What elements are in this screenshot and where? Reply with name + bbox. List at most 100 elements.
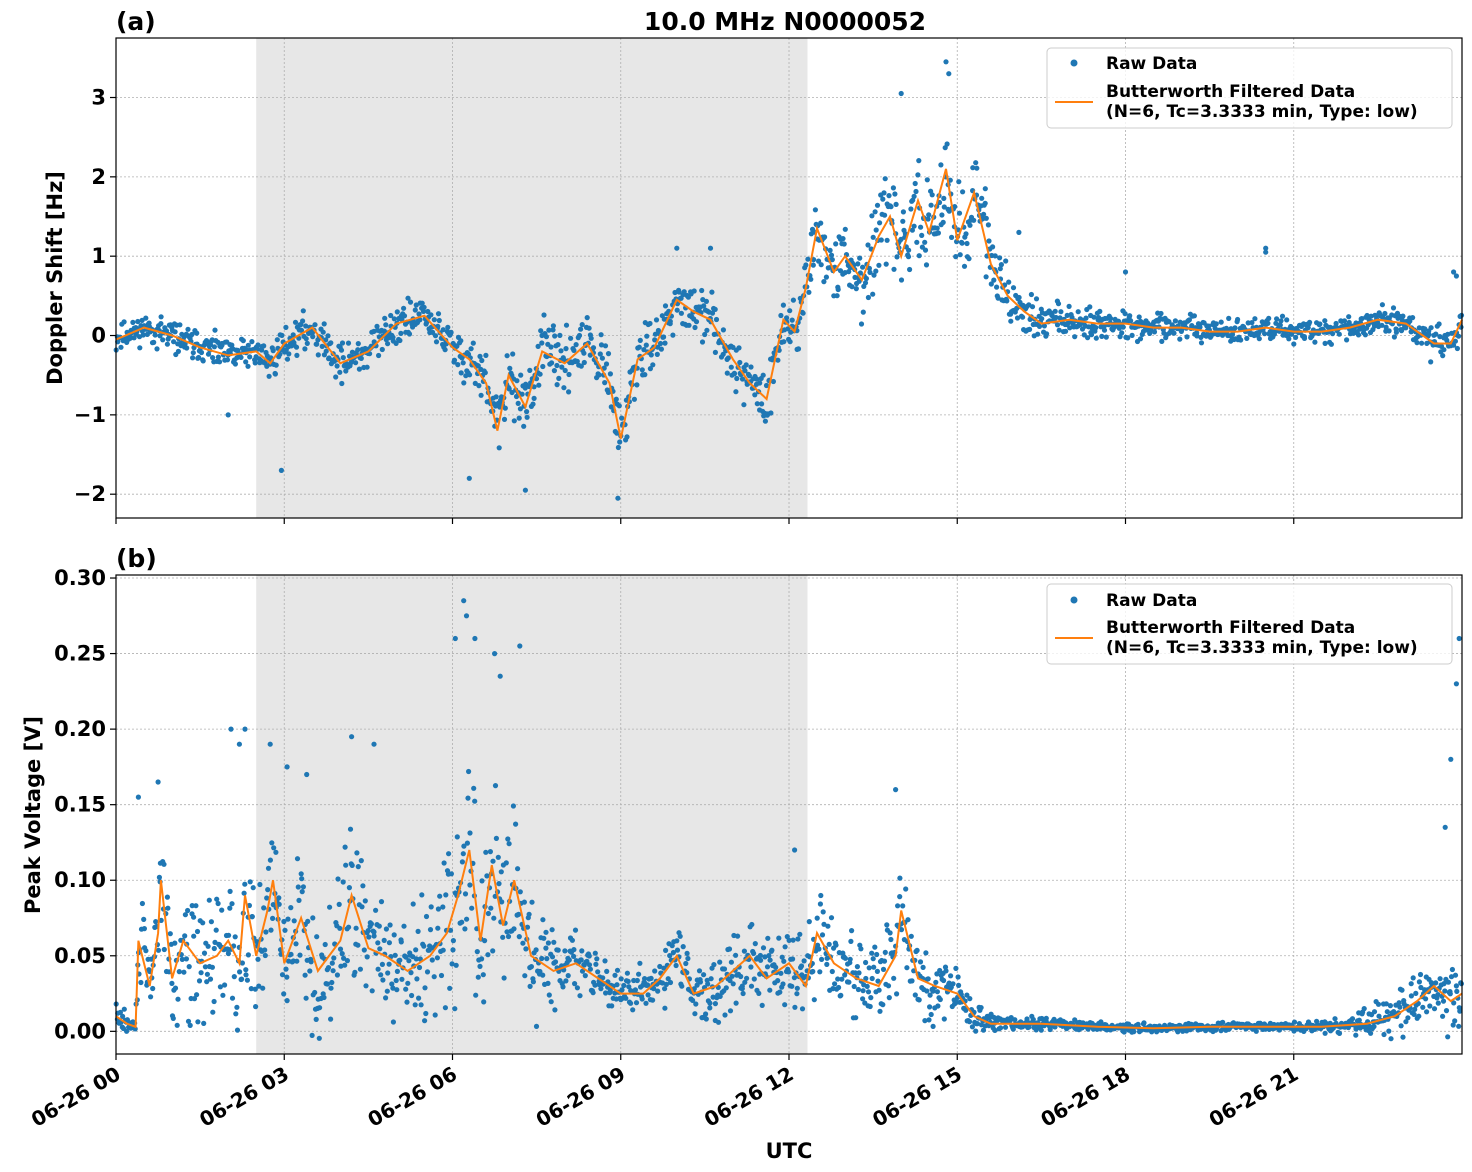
raw-point bbox=[754, 401, 760, 407]
raw-outlier-point bbox=[497, 673, 503, 679]
raw-point bbox=[224, 357, 231, 363]
raw-point bbox=[1413, 990, 1419, 997]
raw-point bbox=[930, 988, 936, 994]
raw-point bbox=[279, 332, 285, 338]
raw-point bbox=[615, 444, 622, 451]
raw-point bbox=[867, 269, 873, 275]
raw-point bbox=[283, 324, 289, 330]
panel-a-label: (a) bbox=[116, 7, 156, 36]
raw-outlier-point bbox=[1442, 824, 1448, 830]
raw-point bbox=[852, 970, 858, 976]
raw-point bbox=[200, 920, 206, 926]
raw-point bbox=[900, 903, 906, 909]
raw-point bbox=[245, 342, 251, 348]
raw-point bbox=[1197, 324, 1203, 330]
raw-point bbox=[379, 961, 385, 968]
raw-point bbox=[443, 892, 449, 898]
raw-point bbox=[517, 889, 523, 895]
raw-point bbox=[928, 1011, 934, 1018]
raw-point bbox=[256, 983, 262, 989]
raw-point bbox=[659, 980, 666, 986]
raw-point bbox=[661, 965, 667, 971]
raw-point bbox=[624, 434, 630, 440]
raw-point bbox=[586, 953, 592, 959]
raw-point bbox=[1052, 308, 1058, 314]
raw-point bbox=[314, 341, 320, 347]
raw-point bbox=[353, 925, 359, 931]
raw-point bbox=[800, 310, 806, 316]
raw-outlier-point bbox=[452, 635, 458, 642]
raw-point bbox=[417, 956, 423, 962]
x-tick-label: 06-26 00 bbox=[27, 1062, 125, 1132]
raw-point bbox=[198, 970, 204, 976]
raw-point bbox=[475, 974, 481, 980]
raw-point bbox=[260, 985, 266, 991]
raw-point bbox=[652, 968, 658, 974]
raw-point bbox=[881, 958, 888, 964]
raw-point bbox=[566, 389, 572, 395]
raw-point bbox=[643, 342, 649, 348]
raw-point bbox=[526, 911, 532, 917]
raw-point bbox=[751, 976, 757, 982]
raw-point bbox=[524, 409, 530, 415]
raw-point bbox=[858, 321, 865, 327]
raw-point bbox=[992, 253, 998, 259]
raw-point bbox=[1371, 1009, 1378, 1015]
raw-outlier-point bbox=[1016, 229, 1022, 235]
raw-point bbox=[356, 366, 362, 372]
raw-point bbox=[829, 968, 835, 975]
raw-point bbox=[911, 193, 917, 199]
raw-point bbox=[1029, 304, 1036, 310]
legend-filtered-label: Butterworth Filtered Data bbox=[1106, 82, 1355, 102]
raw-point bbox=[582, 973, 588, 979]
raw-point bbox=[175, 348, 181, 354]
raw-point bbox=[242, 881, 248, 887]
raw-point bbox=[880, 966, 887, 973]
raw-outlier-point bbox=[946, 71, 952, 77]
raw-point bbox=[725, 355, 731, 361]
raw-point bbox=[636, 344, 642, 350]
raw-point bbox=[310, 334, 316, 340]
raw-point bbox=[661, 334, 667, 340]
raw-point bbox=[1400, 313, 1406, 319]
raw-point bbox=[1219, 332, 1226, 338]
raw-point bbox=[321, 994, 327, 1001]
raw-point bbox=[325, 333, 331, 339]
raw-point bbox=[461, 380, 467, 386]
raw-point bbox=[821, 279, 827, 285]
raw-point bbox=[294, 958, 300, 964]
raw-point bbox=[792, 1004, 798, 1010]
raw-point bbox=[1006, 279, 1012, 285]
raw-point bbox=[193, 903, 199, 909]
raw-point bbox=[1191, 313, 1197, 319]
raw-point bbox=[600, 975, 606, 981]
raw-point bbox=[276, 895, 282, 901]
raw-point bbox=[789, 317, 795, 323]
raw-point bbox=[1055, 301, 1062, 307]
raw-point bbox=[1356, 1017, 1362, 1023]
raw-point bbox=[751, 950, 757, 957]
raw-outlier-point bbox=[1451, 269, 1457, 275]
raw-point bbox=[449, 961, 455, 967]
raw-point bbox=[708, 976, 714, 982]
raw-point bbox=[573, 342, 579, 348]
raw-outlier-point bbox=[943, 59, 949, 65]
raw-point bbox=[440, 947, 446, 953]
raw-point bbox=[906, 247, 912, 253]
raw-point bbox=[266, 373, 272, 379]
raw-point bbox=[721, 966, 728, 972]
raw-point bbox=[798, 963, 805, 969]
raw-point bbox=[877, 220, 883, 226]
raw-point bbox=[1441, 981, 1447, 987]
raw-point bbox=[978, 1005, 984, 1011]
raw-point bbox=[403, 954, 409, 960]
raw-point bbox=[393, 977, 399, 984]
raw-point bbox=[626, 984, 632, 990]
raw-point bbox=[727, 977, 733, 984]
raw-point bbox=[805, 256, 811, 262]
raw-point bbox=[137, 345, 143, 351]
raw-point bbox=[120, 1013, 126, 1020]
raw-point bbox=[167, 931, 173, 937]
raw-point bbox=[341, 955, 347, 961]
raw-point bbox=[467, 372, 473, 378]
